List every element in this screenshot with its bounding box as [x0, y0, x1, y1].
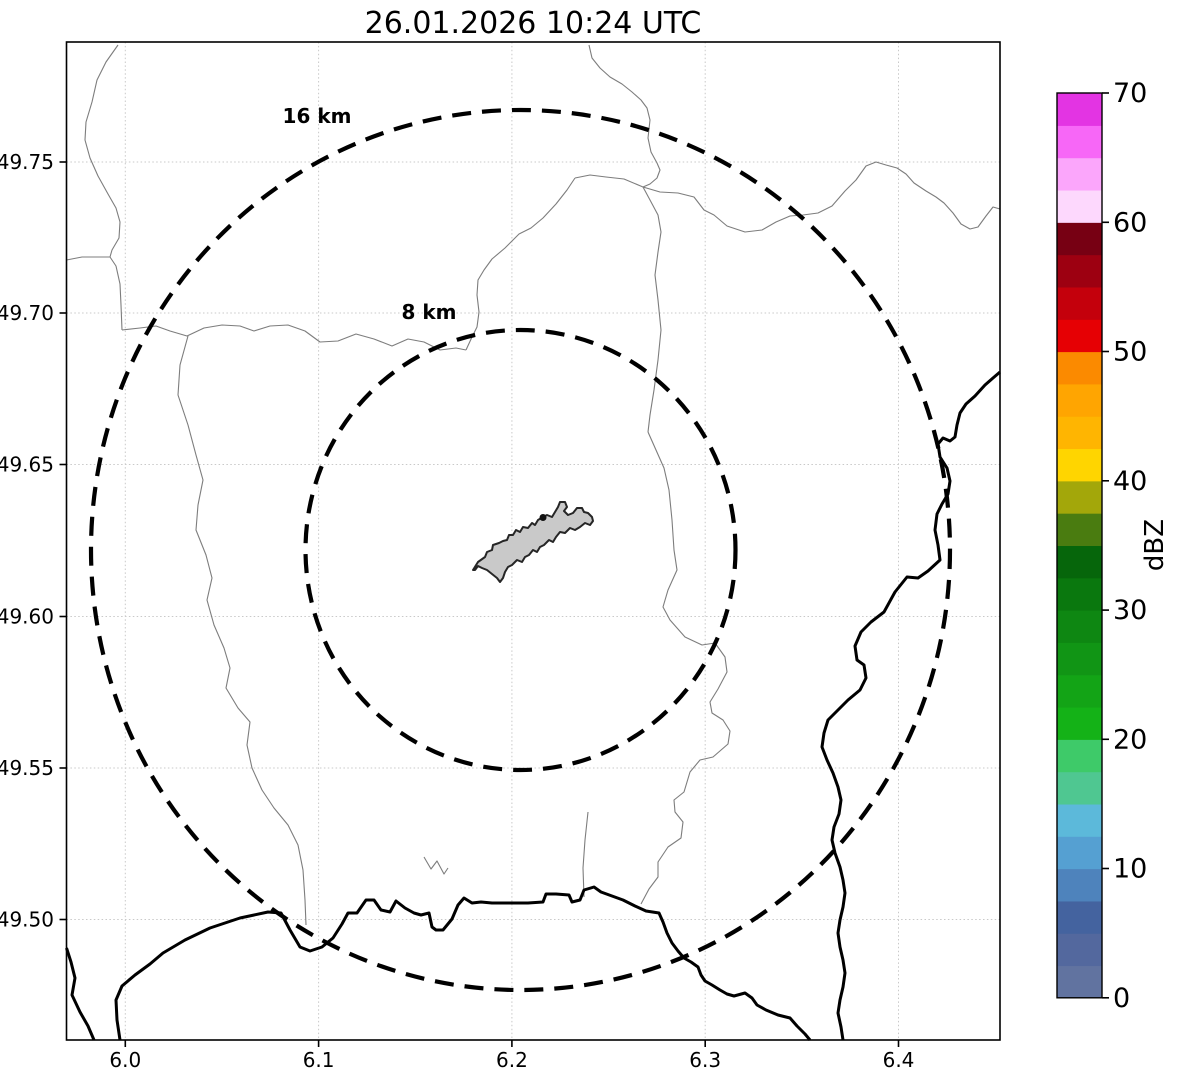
- colorbar-segment: [1057, 900, 1102, 934]
- y-tick-label: 49.75: [0, 150, 54, 174]
- colorbar-segments: [1057, 93, 1102, 999]
- admin-boundary-diagonal: [465, 177, 576, 351]
- colorbar-segment: [1057, 125, 1102, 159]
- colorbar-tick-label: 30: [1113, 595, 1147, 626]
- colorbar-tick-label: 0: [1113, 983, 1130, 1014]
- colorbar-tick-label: 40: [1113, 466, 1147, 497]
- admin-boundaries: [66, 44, 1001, 926]
- colorbar-segment: [1057, 513, 1102, 546]
- x-tick-label: 6.0: [109, 1048, 141, 1072]
- x-tick-label: 6.3: [689, 1048, 721, 1072]
- colorbar-segment: [1057, 674, 1102, 708]
- colorbar-segment: [1057, 545, 1102, 579]
- colorbar-segment: [1057, 351, 1102, 385]
- colorbar-segment: [1057, 868, 1102, 902]
- colorbar-segment: [1057, 222, 1102, 256]
- colorbar-tick-label: 10: [1113, 854, 1147, 885]
- y-tick-label: 49.70: [0, 301, 54, 325]
- colorbar-tick-marks: [1102, 92, 1109, 999]
- colorbar-segment: [1057, 610, 1102, 643]
- x-axis-tick-labels: 6.0 6.1 6.2 6.3 6.4: [109, 1048, 914, 1072]
- colorbar-segment: [1057, 416, 1102, 450]
- colorbar-tick-label: 20: [1113, 724, 1147, 755]
- colorbar-outline: [1056, 92, 1103, 999]
- admin-boundary-small-zigzag: [423, 856, 449, 875]
- y-tick-label: 49.55: [0, 756, 54, 780]
- plot-title: 26.01.2026 10:24 UTC: [365, 6, 702, 41]
- y-tick-label: 49.50: [0, 908, 54, 932]
- colorbar-segment: [1057, 319, 1102, 353]
- axis-tick-marks: [59, 161, 900, 1047]
- admin-boundary-northwest: [84, 44, 123, 331]
- colorbar-segment: [1057, 803, 1102, 837]
- colorbar-segment: [1057, 739, 1102, 773]
- colorbar-segment: [1057, 480, 1102, 514]
- admin-boundary-southwest: [177, 335, 307, 926]
- admin-boundary-south-stub: [582, 811, 589, 898]
- x-tick-label: 6.4: [883, 1048, 915, 1072]
- country-borders: [65, 370, 1001, 1041]
- colorbar-segment: [1057, 771, 1102, 805]
- admin-boundary-north: [588, 44, 662, 433]
- y-tick-label: 49.60: [0, 605, 54, 629]
- country-border-south: [114, 885, 812, 1041]
- colorbar-segment: [1057, 254, 1102, 288]
- range-rings: [88, 107, 953, 993]
- x-tick-label: 6.2: [496, 1048, 528, 1072]
- range-ring-8km-label: 8 km: [401, 300, 456, 324]
- y-axis-tick-labels: 49.75 49.70 49.65 49.60 49.55 49.50: [0, 150, 54, 932]
- admin-boundary-west-stub: [66, 256, 110, 261]
- colorbar-segment: [1057, 383, 1102, 417]
- admin-boundary-northeast: [574, 161, 1001, 233]
- colorbar-segment: [1057, 448, 1102, 482]
- colorbar-segment: [1057, 706, 1102, 740]
- colorbar-tick-labels: 0 10 20 30 40 50 60 70: [1113, 78, 1147, 1014]
- gridlines: [66, 42, 1000, 1040]
- admin-boundary-middle: [121, 324, 467, 351]
- radar-site-dot: [539, 514, 547, 521]
- colorbar-segment: [1057, 286, 1102, 320]
- colorbar-segment: [1057, 189, 1102, 223]
- admin-boundary-east-meander: [640, 431, 731, 905]
- colorbar-segment: [1057, 642, 1102, 676]
- colorbar-segment: [1057, 836, 1102, 870]
- range-ring-16km: [88, 107, 953, 993]
- colorbar-segment: [1057, 577, 1102, 611]
- colorbar-axis-label: dBZ: [1140, 519, 1170, 571]
- country-border-east: [820, 370, 1001, 1041]
- colorbar-segment: [1057, 933, 1102, 967]
- x-tick-label: 6.1: [303, 1048, 335, 1072]
- plot-frame: [65, 41, 1001, 1041]
- country-border-southwest-corner: [65, 947, 96, 1041]
- colorbar-tick-label: 70: [1113, 78, 1147, 109]
- range-ring-8km: [303, 327, 738, 773]
- colorbar-segment: [1057, 157, 1102, 191]
- colorbar-tick-label: 50: [1113, 337, 1147, 368]
- range-ring-16km-label: 16 km: [283, 104, 352, 128]
- y-tick-label: 49.65: [0, 453, 54, 477]
- colorbar-tick-label: 60: [1113, 207, 1147, 238]
- colorbar-segment: [1057, 93, 1102, 126]
- colorbar-segment: [1057, 965, 1102, 999]
- city-outline: [472, 501, 594, 583]
